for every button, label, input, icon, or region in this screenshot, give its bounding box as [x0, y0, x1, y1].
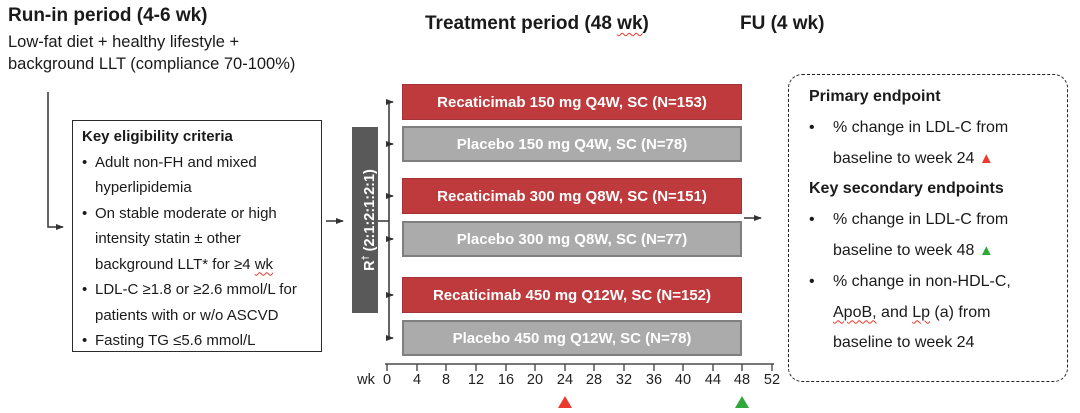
week-axis — [385, 363, 774, 371]
arm-bar-label: Placebo 450 mg Q12W, SC (N=78) — [452, 329, 692, 347]
follow-up-title: FU (4 wk) — [740, 13, 825, 34]
run-in-subtitle-line2: background LLT (compliance 70-100%) — [8, 55, 296, 73]
arm-bar-label: Recaticimab 150 mg Q4W, SC (N=153) — [437, 93, 707, 111]
bullet-icon: • — [82, 332, 88, 349]
secondary-endpoint-1-line2: baseline to week 48 ▲ — [833, 236, 1059, 267]
eligibility-criteria-box: Key eligibility criteria • Adult non-FH … — [72, 120, 322, 352]
primary-endpoint-line2: baseline to week 24 ▲ — [833, 144, 1059, 175]
bullet-icon: • — [82, 153, 88, 171]
bullet-icon: • — [82, 281, 88, 298]
run-in-period-title: Run-in period (4-6 wk) — [8, 5, 208, 26]
green-triangle-icon: ▲ — [978, 241, 994, 259]
arm-bar-placebo-150: Placebo 150 mg Q4W, SC (N=78) — [402, 126, 742, 162]
red-triangle-icon: ▲ — [978, 149, 994, 167]
treatment-title-paren: ) — [642, 13, 649, 34]
run-in-period-subtitle: Low-fat diet + healthy lifestyle + backg… — [8, 31, 295, 75]
bullet-icon: • — [809, 272, 815, 290]
primary-endpoint-item: • % change in LDL-C from baseline to wee… — [809, 113, 1059, 175]
green-triangle-icon — [735, 396, 749, 408]
eligibility-item-2-line3-text: background LLT* for ≥4 — [95, 255, 255, 273]
eligibility-item-2-line1: On stable moderate or high — [95, 204, 277, 222]
randomization-label: R† (2:1:2:1:2:1) — [352, 127, 378, 313]
eligibility-item-1-line1: Adult non-FH and mixed — [95, 153, 257, 171]
arm-bar-recaticimab-300: Recaticimab 300 mg Q8W, SC (N=151) — [402, 178, 742, 214]
run-in-subtitle-line1: Low-fat diet + healthy lifestyle + — [8, 33, 240, 51]
primary-endpoint-line1: % change in LDL-C from — [833, 118, 1009, 136]
axis-tick-32: 32 — [615, 372, 633, 388]
randomization-box: R† (2:1:2:1:2:1) — [352, 127, 378, 313]
axis-tick-40: 40 — [674, 372, 692, 388]
arm-bar-placebo-450: Placebo 450 mg Q12W, SC (N=78) — [402, 320, 742, 356]
bullet-icon: • — [809, 118, 815, 136]
runin-to-eligibility-arrow — [47, 92, 64, 230]
bullet-icon: • — [82, 204, 88, 222]
axis-tick-16: 16 — [497, 372, 515, 388]
red-triangle-icon — [558, 396, 572, 408]
arm-bar-label: Recaticimab 450 mg Q12W, SC (N=152) — [432, 286, 712, 304]
bullet-icon: • — [809, 211, 815, 229]
arm-bar-label: Recaticimab 300 mg Q8W, SC (N=151) — [437, 187, 707, 205]
endpoints-box: Primary endpoint • % change in LDL-C fro… — [788, 74, 1068, 382]
eligibility-item-4-line1: Fasting TG ≤5.6 mmol/L — [95, 332, 256, 349]
treatment-period-title: Treatment period (48 wk) — [425, 13, 649, 35]
axis-tick-4: 4 — [412, 372, 422, 388]
treatment-title-text: Treatment period (48 — [425, 13, 618, 34]
eligibility-item-2-line3-wk: wk — [254, 255, 274, 273]
eligibility-item-4: • Fasting TG ≤5.6 mmol/L — [82, 328, 315, 354]
secondary-endpoint-1-line1: % change in LDL-C from — [833, 211, 1009, 229]
arm-bar-label: Placebo 300 mg Q8W, SC (N=77) — [456, 230, 688, 248]
axis-tick-48: 48 — [733, 372, 751, 388]
eligibility-item-2-line3: background LLT* for ≥4 wk — [95, 252, 315, 278]
secondary-endpoints-title: Key secondary endpoints — [809, 180, 1004, 198]
axis-tick-36: 36 — [645, 372, 663, 388]
axis-tick-12: 12 — [467, 372, 485, 388]
axis-tick-28: 28 — [585, 372, 603, 388]
secondary-endpoint-2-line3: baseline to week 24 — [833, 334, 975, 352]
eligibility-title: Key eligibility criteria — [82, 128, 233, 145]
axis-tick-24: 24 — [556, 372, 574, 388]
treatment-title-wk: wk — [617, 13, 643, 34]
secondary-endpoint-2-line2: ApoB, and Lp (a) from — [833, 298, 1059, 329]
eligibility-item-1-line2: hyperlipidemia — [95, 179, 192, 196]
primary-endpoint-title: Primary endpoint — [809, 88, 941, 105]
randomization-ratio: (2:1:2:1:2:1) — [361, 169, 378, 256]
secondary-endpoint-2-and: and — [876, 303, 913, 321]
eligibility-item-2-line2: intensity statin ± other — [95, 230, 241, 247]
randomization-fork-trunk — [378, 102, 390, 338]
axis-tick-20: 20 — [526, 372, 544, 388]
secondary-endpoint-item-2: • % change in non-HDL-C, ApoB, and Lp (a… — [809, 267, 1059, 359]
primary-endpoint-line2-text: baseline to week 24 — [833, 149, 979, 167]
randomization-dagger: † — [360, 255, 370, 261]
randomization-r: R — [361, 260, 378, 271]
eligibility-item-1: • Adult non-FH and mixed hyperlipidemia — [82, 150, 315, 201]
axis-tick-44: 44 — [704, 372, 722, 388]
eligibility-item-3: • LDL-C ≥1.8 or ≥2.6 mmol/L for patients… — [82, 277, 315, 328]
secondary-endpoint-2-from: (a) from — [929, 303, 991, 321]
eligibility-item-3-line1: LDL-C ≥1.8 or ≥2.6 mmol/L for — [95, 281, 297, 298]
eligibility-item-2: • On stable moderate or high intensity s… — [82, 201, 315, 278]
arm-bar-recaticimab-450: Recaticimab 450 mg Q12W, SC (N=152) — [402, 277, 742, 313]
arm-bar-recaticimab-150: Recaticimab 150 mg Q4W, SC (N=153) — [402, 84, 742, 120]
secondary-endpoint-item-1: • % change in LDL-C from baseline to wee… — [809, 205, 1059, 267]
arm-bar-label: Placebo 150 mg Q4W, SC (N=78) — [456, 135, 688, 153]
axis-tick-0: 0 — [382, 372, 392, 388]
secondary-endpoint-2-apob: ApoB, — [833, 303, 877, 321]
axis-tick-8: 8 — [441, 372, 451, 388]
eligibility-item-3-line2: patients with or w/o ASCVD — [95, 306, 279, 324]
axis-unit-label: wk — [357, 372, 375, 388]
axis-tick-52: 52 — [763, 372, 781, 388]
secondary-endpoint-2-line1: % change in non-HDL-C, — [833, 272, 1011, 290]
secondary-endpoint-1-line2-text: baseline to week 48 — [833, 241, 979, 259]
arm-bar-placebo-300: Placebo 300 mg Q8W, SC (N=77) — [402, 221, 742, 257]
secondary-endpoint-2-lp: Lp — [912, 303, 930, 321]
